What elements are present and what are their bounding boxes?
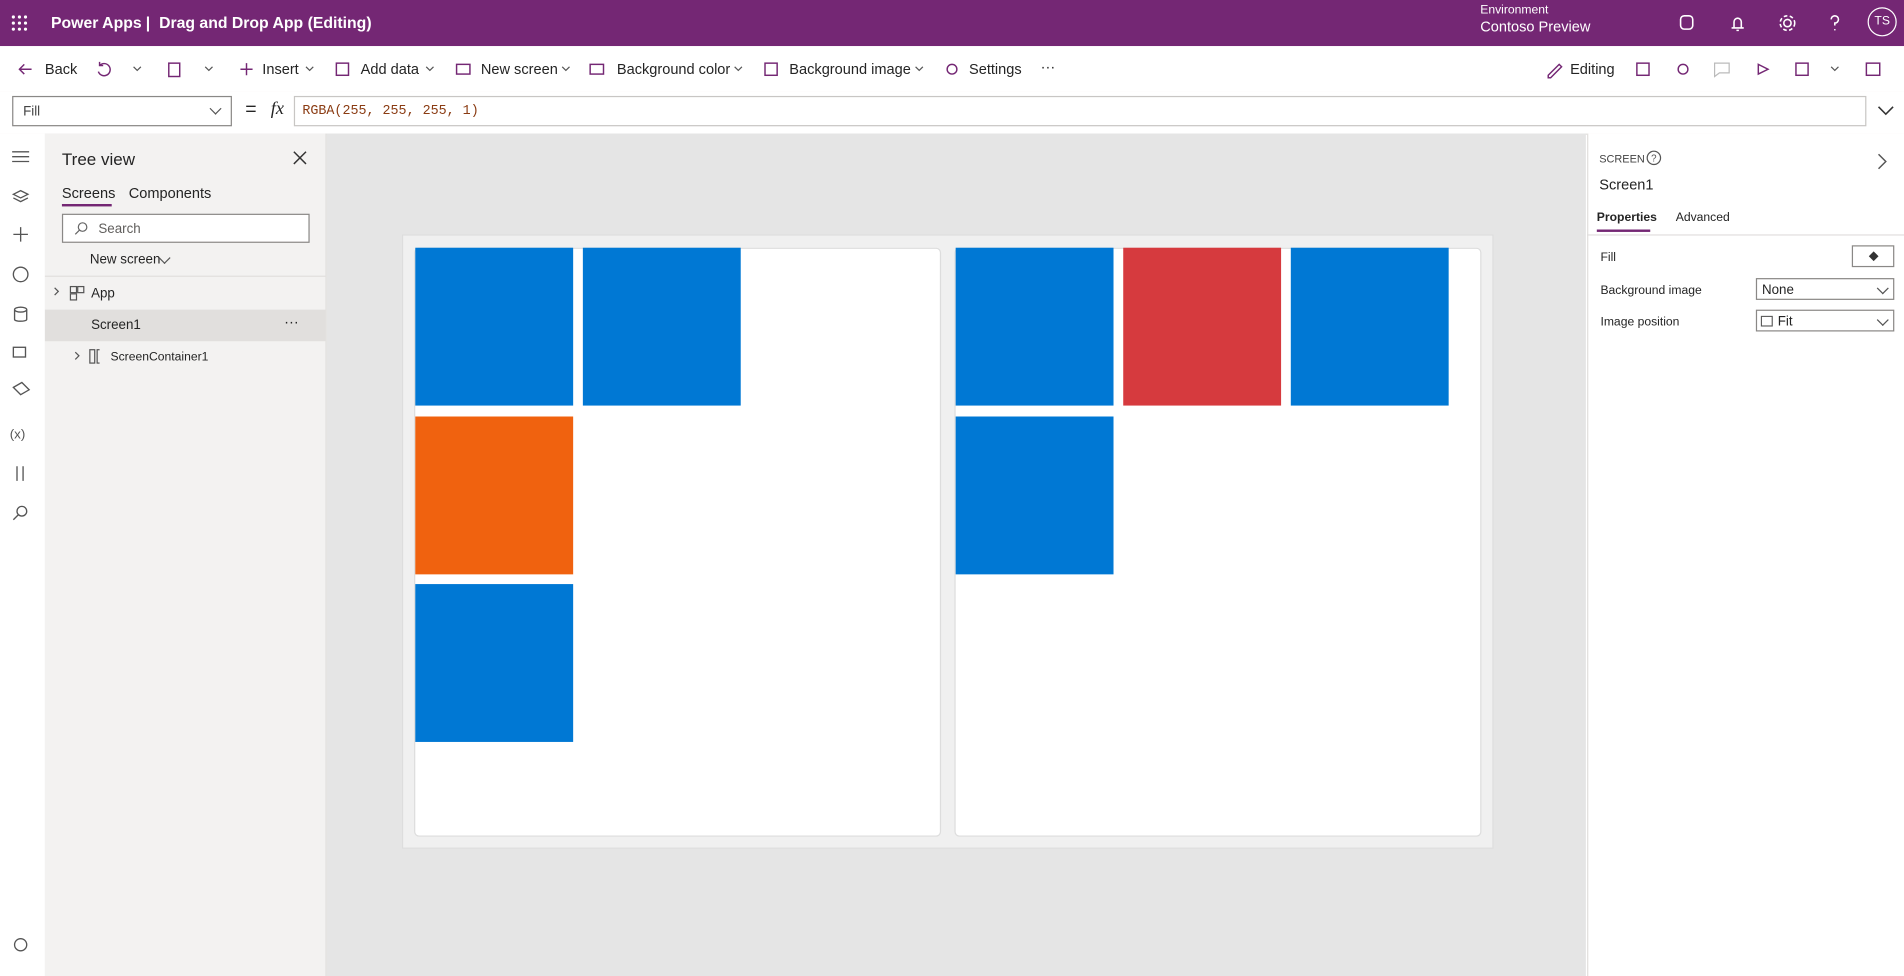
background-color-button[interactable]: Background color [616,60,731,78]
tile[interactable] [955,416,1114,575]
svg-text:?: ? [1651,154,1657,165]
image-icon [1760,315,1773,327]
image-position-dropdown[interactable]: Fit [1755,309,1895,332]
dropdown-chevron [1876,282,1889,295]
tile[interactable] [582,247,741,406]
properties-pane [1587,133,1904,976]
image-position-value: Fit [1777,314,1793,330]
rail-icons: (x) [10,151,31,952]
paint-bucket-icon [1868,251,1879,262]
formula-input[interactable]: RGBA(255, 255, 255, 1) [293,95,1867,127]
close-tree-view[interactable] [293,151,308,166]
tab-properties[interactable]: Properties [1596,211,1657,225]
editing-button[interactable]: Editing [1570,60,1615,78]
tree-item-app[interactable]: App [91,286,115,302]
tree-view-panel [44,133,327,976]
tile[interactable] [1290,247,1449,406]
new-screen-button[interactable]: New screen [480,60,558,78]
tab-screens[interactable]: Screens [61,184,116,202]
pane-screen-name: Screen1 [1599,176,1654,194]
tree-item-container[interactable]: ScreenContainer1 [110,350,209,365]
selected-row [44,309,326,342]
environment-name[interactable]: Contoso Preview [1480,18,1591,36]
help-icon[interactable]: ? [1645,149,1662,166]
tab-underline [1596,229,1651,232]
expand-formula[interactable] [1876,103,1895,118]
svg-text:(x): (x) [10,426,26,441]
environment-label: Environment [1480,3,1549,18]
header-bar [0,0,1904,47]
background-image-button[interactable]: Background image [789,60,911,78]
left-rail [0,133,47,976]
document-title: Drag and Drop App (Editing) [159,13,372,32]
formula-text: RGBA(255, 255, 255, 1) [302,104,479,120]
tree-item-screen[interactable]: Screen1 [91,318,141,333]
pane-kind: SCREEN [1599,153,1645,166]
new-screen-menu[interactable]: New screen [89,252,161,268]
search-icon [74,222,88,235]
insert-button[interactable]: Insert [262,60,299,78]
property-dropdown[interactable]: Fill [12,95,232,127]
back-button[interactable]: Back [44,60,78,78]
tile[interactable] [415,247,574,406]
more-button[interactable]: ··· [1040,58,1056,76]
dropdown-chevron [1876,313,1889,326]
tab-components[interactable]: Components [128,184,212,202]
item-more[interactable]: ··· [284,313,299,331]
fx-label: fx [270,99,284,120]
fill-color-picker[interactable] [1851,245,1895,268]
user-avatar[interactable]: TS [1867,7,1897,37]
tab-advanced[interactable]: Advanced [1675,211,1730,225]
background-image-dropdown[interactable]: None [1755,278,1895,300]
image-position-label: Image position [1600,315,1680,330]
tile[interactable] [415,416,574,575]
background-image-label: Background image [1600,284,1702,298]
tab-underline [61,204,112,207]
command-bar [0,46,1904,93]
search-placeholder: Search [98,222,141,237]
divider [1587,234,1904,236]
tree-view-title: Tree view [61,149,135,169]
right-toolbar-icons [1547,62,1881,79]
fill-label: Fill [1600,251,1616,265]
app-name: Power Apps [51,13,142,32]
header-icons [1679,14,1840,32]
tile[interactable] [955,247,1114,406]
equals-sign: = [245,99,257,121]
toolbar-icons [18,61,958,78]
tile[interactable] [1123,247,1282,406]
app-launcher[interactable] [11,15,28,32]
separator: | [145,13,151,32]
background-image-value: None [1761,282,1794,298]
property-name: Fill [23,104,41,120]
formula-bar [0,91,1904,135]
add-data-button[interactable]: Add data [360,60,419,78]
dropdown-chevron [209,102,222,115]
tile[interactable] [415,584,574,742]
settings-button[interactable]: Settings [969,60,1022,78]
divider [44,275,326,277]
search-box[interactable]: Search [61,213,310,243]
collapse-pane[interactable] [1876,153,1888,170]
